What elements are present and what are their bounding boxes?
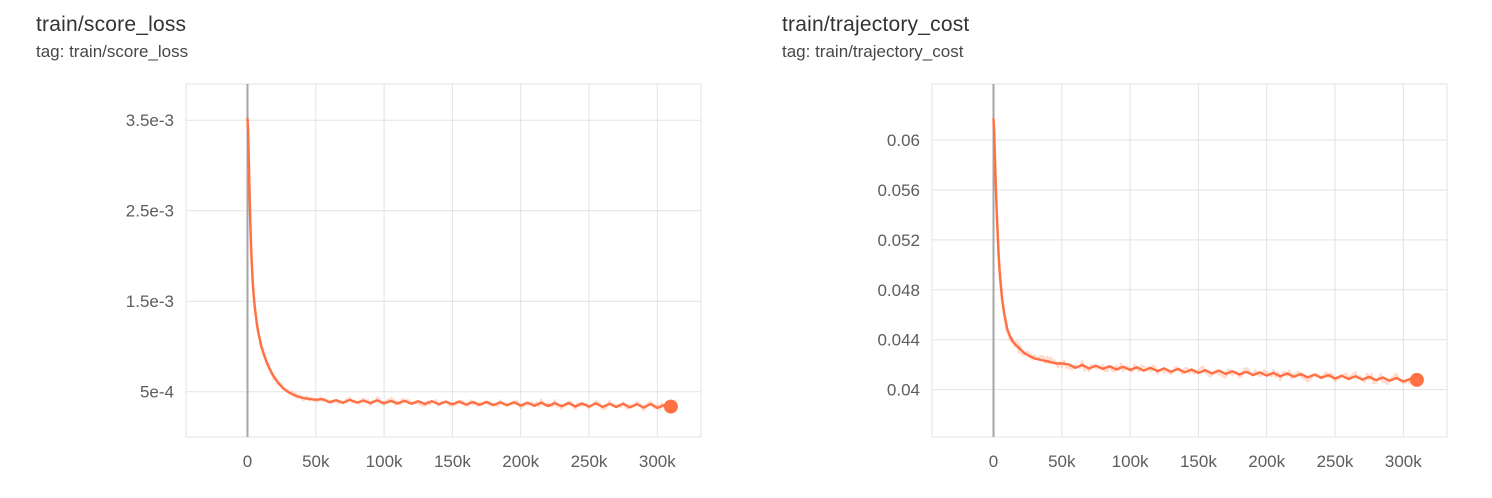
plot-border [931, 83, 1448, 438]
x-tick-label: 150k [434, 452, 471, 471]
y-tick-label: 0.056 [877, 181, 920, 200]
y-tick-label: 0.048 [877, 281, 920, 300]
x-tick-label: 150k [1180, 452, 1217, 471]
end-marker[interactable] [1409, 372, 1424, 387]
y-tick-label: 0.04 [887, 381, 920, 400]
x-tick-label: 100k [1112, 452, 1149, 471]
y-tick-label: 0.044 [877, 331, 920, 350]
chart-tag: tag: train/trajectory_cost [782, 42, 964, 61]
y-tick-label: 2.5e-3 [126, 202, 174, 221]
y-tick-label: 0.06 [887, 131, 920, 150]
x-tick-label: 200k [1248, 452, 1285, 471]
y-tick-label: 3.5e-3 [126, 111, 174, 130]
series-raw-line [246, 119, 672, 412]
x-tick-label: 100k [366, 452, 403, 471]
x-tick-label: 50k [1048, 452, 1076, 471]
chart-card-trajectory-cost: train/trajectory_cost tag: train/traject… [746, 0, 1492, 498]
y-tick-label: 5e-4 [140, 383, 174, 402]
plot-border [185, 83, 702, 438]
x-tick-label: 300k [1385, 452, 1422, 471]
end-marker[interactable] [663, 399, 678, 414]
chart-title: train/score_loss [36, 13, 187, 36]
y-tick-label: 0.052 [877, 231, 920, 250]
series-line [992, 117, 1419, 383]
chart-tag: tag: train/score_loss [36, 42, 189, 61]
x-tick-label: 200k [502, 452, 539, 471]
x-tick-label: 250k [571, 452, 608, 471]
x-tick-label: 50k [302, 452, 330, 471]
y-tick-label: 1.5e-3 [126, 292, 174, 311]
line-chart-trajectory-cost[interactable]: 0 50k 100k 150k 200k 250k 300k 0.04 0.044 0.048 0.… [782, 74, 1462, 484]
chart-title: train/trajectory_cost [782, 13, 970, 36]
x-tick-label: 250k [1317, 452, 1354, 471]
line-chart-score-loss[interactable]: 0 50k 100k 150k 200k 250k 300k 5e-4 1.5e-3 2.5e-3… [36, 74, 716, 484]
series-line [246, 117, 673, 410]
x-tick-label: 0 [243, 452, 252, 471]
chart-card-score-loss: train/score_loss tag: train/score_loss 0… [36, 13, 716, 484]
x-tick-label: 0 [989, 452, 998, 471]
series-raw-line [992, 121, 1418, 386]
x-tick-label: 300k [639, 452, 676, 471]
